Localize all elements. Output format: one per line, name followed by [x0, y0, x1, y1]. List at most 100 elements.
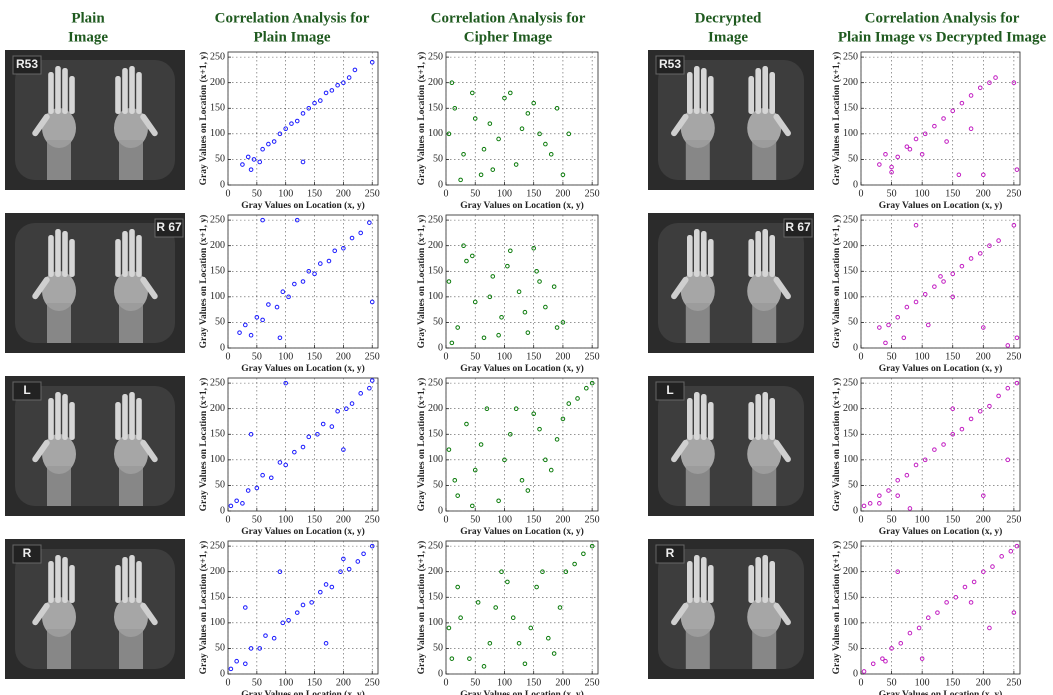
scatter-point [228, 666, 234, 672]
scatter-point [987, 403, 992, 409]
scatter-point [461, 243, 466, 248]
xray-image: R53 [648, 50, 814, 190]
scatter-point [496, 332, 501, 338]
finger [69, 76, 75, 114]
scatter-point [446, 279, 452, 284]
scatter-point [234, 658, 239, 664]
image-vignette [15, 549, 175, 669]
scatter-point [254, 315, 260, 320]
scatter-point [343, 406, 349, 411]
scatter-point [904, 144, 910, 149]
x-axis-label: Gray Values on Location (x, y) [241, 526, 365, 537]
finger [115, 565, 121, 603]
scatter-point [938, 274, 943, 279]
finger [122, 231, 128, 277]
scatter-point [904, 304, 910, 310]
finger [748, 402, 754, 440]
scatter-point [981, 325, 986, 330]
scatter-point [280, 620, 286, 626]
scatter-point [355, 559, 361, 564]
finger [136, 561, 142, 603]
scatter-point [1014, 167, 1020, 172]
scatter-point [329, 424, 335, 429]
scatter-point [932, 447, 937, 452]
finger [69, 239, 75, 277]
scatter-point [240, 501, 245, 506]
finger [769, 72, 775, 114]
scatter-point [944, 139, 949, 144]
scatter-point [309, 600, 314, 605]
x-tick-label: 100 [497, 351, 512, 362]
scatter-point [548, 467, 554, 473]
scatter-point [472, 116, 478, 121]
y-tick-label: 250 [843, 51, 858, 62]
scatter-point [519, 126, 525, 132]
forearm [685, 140, 710, 180]
x-tick-label: 50 [252, 514, 262, 525]
scatter-point [346, 75, 352, 80]
thumb [773, 113, 791, 137]
scatter-point [898, 641, 904, 646]
scatter-point [369, 378, 375, 383]
scatter-point [312, 271, 317, 277]
scatter-point [260, 217, 265, 223]
scatter-point [277, 569, 283, 574]
column-header: Plain Image vs Decrypted Image [838, 29, 1047, 45]
x-tick-label: 100 [915, 351, 930, 362]
x-axis-label: Gray Values on Location (x, y) [879, 689, 1003, 695]
y-tick-label: 100 [428, 291, 443, 302]
x-tick-label: 0 [226, 351, 231, 362]
scatter-point [260, 146, 265, 152]
image-marker: R 67 [785, 220, 811, 234]
scatter-point [306, 268, 312, 274]
x-tick-label: 0 [226, 677, 231, 688]
y-tick-label: 50 [848, 480, 858, 491]
finger [701, 231, 707, 277]
column-header: Plain [71, 10, 105, 26]
scatter-point [987, 243, 992, 248]
scatter-point [548, 152, 554, 157]
scatter-point [449, 80, 455, 85]
x-tick-label: 250 [1006, 351, 1021, 362]
scatter-point [959, 100, 965, 106]
scatter-point [922, 291, 928, 297]
finger [708, 565, 714, 603]
scatter-point [563, 569, 569, 574]
scatter-point [455, 493, 460, 498]
finger [69, 565, 75, 603]
palm [114, 271, 148, 311]
scatter-point [369, 59, 375, 65]
scatter-point [880, 656, 885, 661]
forearm [47, 629, 71, 669]
scatter-point [461, 152, 466, 157]
forearm [119, 140, 143, 180]
finger [748, 76, 754, 114]
y-tick-label: 100 [210, 454, 225, 465]
scatter-point [358, 391, 363, 396]
scatter-point [452, 105, 458, 111]
y-tick-label: 200 [210, 77, 225, 88]
finger [115, 239, 121, 277]
forearm [685, 303, 710, 343]
scatter-point [505, 579, 510, 585]
scatter-point [475, 600, 481, 605]
finger [701, 68, 707, 114]
finger [755, 68, 761, 114]
scatter-point [306, 434, 312, 440]
scatter-point [251, 157, 257, 162]
y-tick-label: 100 [843, 617, 858, 628]
finger [129, 66, 135, 114]
y-tick-label: 150 [210, 266, 225, 277]
scatter-point [280, 289, 286, 295]
y-tick-label: 50 [433, 643, 443, 654]
scatter-point [919, 656, 925, 661]
y-tick-label: 100 [843, 291, 858, 302]
marker-tag [655, 381, 685, 401]
x-axis-label: Gray Values on Location (x, y) [879, 200, 1003, 211]
scatter-point [470, 90, 475, 96]
scatter-point [470, 253, 475, 259]
y-axis-label: Gray Values on Location (x+1, y) [416, 378, 427, 512]
y-tick-label: 100 [428, 617, 443, 628]
finger [762, 392, 768, 440]
scatter-point [962, 584, 968, 590]
